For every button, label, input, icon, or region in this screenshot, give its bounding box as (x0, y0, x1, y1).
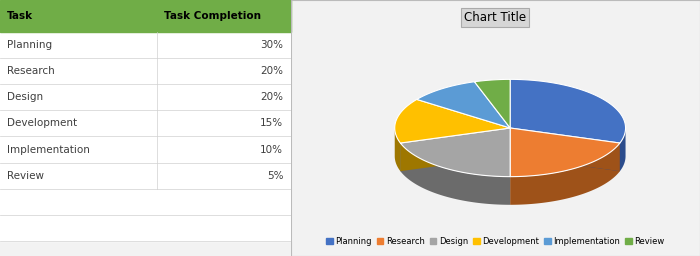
Text: 15%: 15% (260, 118, 284, 129)
Text: 20%: 20% (260, 66, 284, 76)
Legend: Planning, Research, Design, Development, Implementation, Review: Planning, Research, Design, Development,… (323, 234, 668, 249)
Bar (0, 110, 290, 136)
Text: Planning: Planning (7, 40, 52, 50)
Polygon shape (395, 99, 510, 143)
Text: Design: Design (7, 92, 43, 102)
Polygon shape (510, 128, 620, 171)
Polygon shape (400, 143, 510, 205)
Polygon shape (400, 128, 510, 177)
Text: 30%: 30% (260, 40, 284, 50)
Text: Review: Review (7, 170, 44, 181)
Text: Chart Title: Chart Title (464, 12, 526, 24)
Polygon shape (620, 128, 626, 171)
Text: Development: Development (7, 118, 78, 129)
Polygon shape (395, 128, 400, 171)
Polygon shape (510, 128, 620, 177)
Text: 5%: 5% (267, 170, 284, 181)
Bar (0, 189, 290, 215)
Bar (0, 32, 290, 58)
Bar (0, 163, 290, 189)
Bar (0, 0, 290, 32)
Polygon shape (400, 128, 510, 171)
Polygon shape (510, 143, 620, 205)
Text: Implementation: Implementation (7, 144, 90, 155)
Text: 10%: 10% (260, 144, 284, 155)
Polygon shape (510, 79, 626, 143)
Text: 20%: 20% (260, 92, 284, 102)
Bar (0, 84, 290, 110)
Polygon shape (475, 79, 510, 128)
Polygon shape (416, 82, 510, 128)
Text: Research: Research (7, 66, 55, 76)
Bar (290, 0, 700, 256)
Bar (0, 58, 290, 84)
Polygon shape (510, 128, 620, 171)
Text: Task: Task (7, 11, 34, 21)
Bar (0, 136, 290, 163)
Text: Task Completion: Task Completion (164, 11, 261, 21)
Bar (0, 215, 290, 241)
Polygon shape (400, 128, 510, 171)
